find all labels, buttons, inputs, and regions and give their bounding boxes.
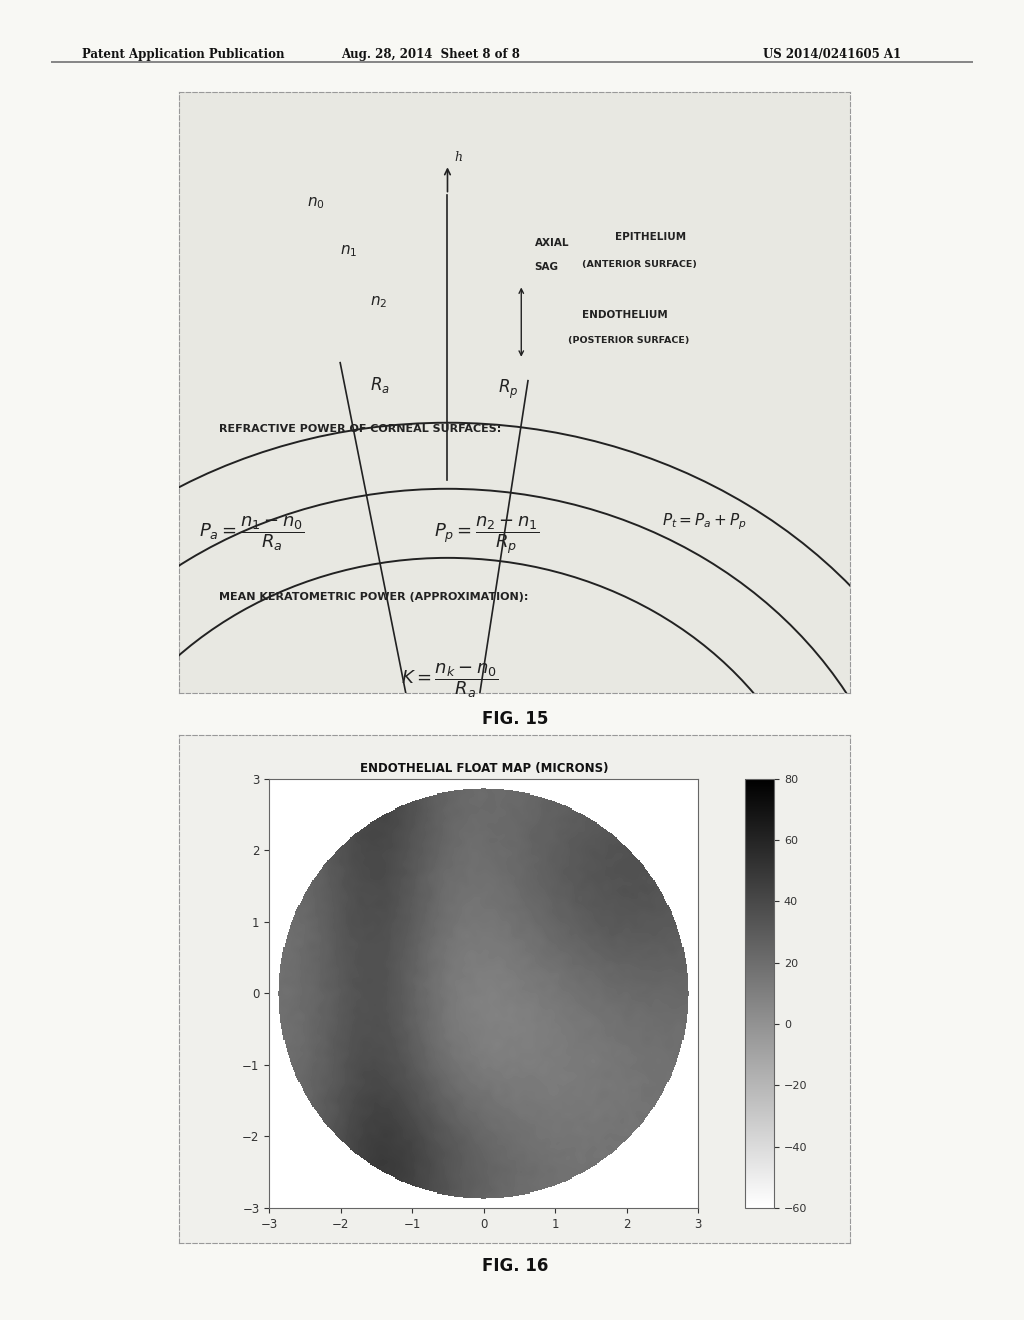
Text: $n_0$: $n_0$ bbox=[306, 195, 325, 211]
Text: $K = \dfrac{n_k - n_0}{R_a}$: $K = \dfrac{n_k - n_0}{R_a}$ bbox=[400, 661, 498, 700]
Text: Patent Application Publication: Patent Application Publication bbox=[82, 48, 285, 61]
Text: $n_2$: $n_2$ bbox=[371, 294, 388, 310]
Text: REFRACTIVE POWER OF CORNEAL SURFACES:: REFRACTIVE POWER OF CORNEAL SURFACES: bbox=[219, 424, 502, 434]
Text: MEAN KERATOMETRIC POWER (APPROXIMATION):: MEAN KERATOMETRIC POWER (APPROXIMATION): bbox=[219, 591, 528, 602]
Text: (POSTERIOR SURFACE): (POSTERIOR SURFACE) bbox=[568, 337, 689, 346]
Text: Aug. 28, 2014  Sheet 8 of 8: Aug. 28, 2014 Sheet 8 of 8 bbox=[341, 48, 519, 61]
Text: EPITHELIUM: EPITHELIUM bbox=[615, 231, 686, 242]
Text: FIG. 16: FIG. 16 bbox=[482, 1257, 548, 1275]
Text: US 2014/0241605 A1: US 2014/0241605 A1 bbox=[763, 48, 901, 61]
Text: $P_p = \dfrac{n_2 - n_1}{R_p}$: $P_p = \dfrac{n_2 - n_1}{R_p}$ bbox=[434, 513, 540, 556]
Text: SAG: SAG bbox=[535, 261, 559, 272]
Text: $R_a$: $R_a$ bbox=[371, 375, 390, 395]
Text: (ANTERIOR SURFACE): (ANTERIOR SURFACE) bbox=[582, 260, 696, 268]
Text: $P_t = P_a + P_p$: $P_t = P_a + P_p$ bbox=[663, 511, 748, 532]
Text: $P_a = \dfrac{n_1 - n_0}{R_a}$: $P_a = \dfrac{n_1 - n_0}{R_a}$ bbox=[200, 515, 304, 553]
Text: FIG. 15: FIG. 15 bbox=[482, 710, 548, 729]
Text: h: h bbox=[455, 152, 462, 165]
Text: $n_1$: $n_1$ bbox=[340, 244, 357, 259]
Text: AXIAL: AXIAL bbox=[535, 238, 569, 248]
Title: ENDOTHELIAL FLOAT MAP (MICRONS): ENDOTHELIAL FLOAT MAP (MICRONS) bbox=[359, 762, 608, 775]
Text: ENDOTHELIUM: ENDOTHELIUM bbox=[582, 310, 668, 319]
Text: $R_p$: $R_p$ bbox=[498, 378, 518, 401]
